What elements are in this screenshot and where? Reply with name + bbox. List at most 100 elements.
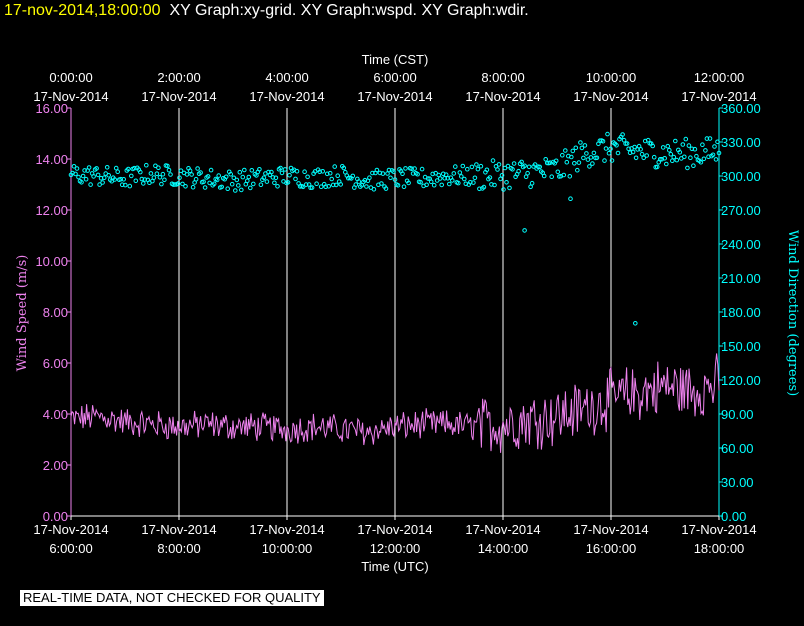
wind-direction-point — [585, 157, 591, 162]
wind-direction-point — [692, 146, 698, 152]
wind-direction-point — [670, 158, 675, 163]
wind-direction-point — [609, 158, 615, 163]
wind-direction-point — [225, 186, 230, 191]
wind-direction-point — [584, 151, 589, 156]
wind-direction-point — [568, 196, 573, 201]
wind-direction-point — [691, 163, 696, 168]
wind-direction-point — [403, 166, 408, 171]
wind-direction-point — [594, 155, 600, 161]
y-left-tick-label: 10.00 — [35, 254, 68, 269]
wind-direction-point — [189, 172, 194, 177]
wind-direction-point — [469, 164, 475, 170]
x-tick-top-time: 0:00:00 — [49, 70, 92, 85]
wind-direction-point — [665, 143, 671, 149]
x-tick-top-date: 17-Nov-2014 — [465, 89, 540, 104]
wind-direction-point — [528, 184, 533, 190]
wind-direction-point — [335, 173, 341, 178]
quality-notice: REAL-TIME DATA, NOT CHECKED FOR QUALITY — [20, 590, 324, 606]
wind-direction-point — [362, 177, 368, 183]
wind-direction-point — [180, 181, 185, 187]
wind-direction-point — [633, 321, 638, 326]
wind-direction-point — [668, 151, 674, 157]
wind-direction-point — [487, 175, 493, 180]
wind-direction-point — [510, 167, 515, 172]
wind-direction-point — [608, 146, 613, 152]
wind-direction-point — [478, 163, 484, 169]
wind-direction-point — [353, 182, 359, 187]
wind-direction-point — [632, 144, 637, 150]
wind-direction-point — [138, 169, 143, 175]
x-tick-top-date: 17-Nov-2014 — [141, 89, 216, 104]
wind-direction-point — [341, 165, 347, 171]
x-tick-top-time: 10:00:00 — [586, 70, 637, 85]
wind-direction-point — [638, 147, 643, 152]
wind-direction-point — [410, 171, 416, 176]
y-left-tick-label: 0.00 — [43, 509, 68, 524]
wind-direction-point — [356, 179, 362, 184]
wind-direction-point — [700, 142, 705, 147]
y-left-tick-label: 6.00 — [43, 356, 68, 371]
wind-direction-point — [499, 173, 505, 178]
x-tick-bottom-date: 17-Nov-2014 — [465, 522, 540, 537]
wind-direction-point — [630, 149, 636, 155]
wind-direction-point — [97, 182, 102, 187]
wind-direction-point — [547, 160, 553, 165]
wind-direction-point — [160, 171, 166, 177]
wind-direction-point — [324, 171, 330, 177]
wind-direction-point — [216, 173, 221, 178]
wind-direction-point — [121, 177, 126, 182]
wind-direction-point — [657, 157, 663, 162]
wind-direction-point — [677, 150, 683, 155]
y-left-tick-label: 8.00 — [43, 305, 68, 320]
y-axis-left-label: Wind Speed (m/s) — [15, 255, 30, 372]
wind-direction-point — [80, 173, 86, 179]
wind-direction-point — [606, 150, 612, 156]
grid — [178, 108, 612, 516]
wind-direction-point — [644, 153, 650, 158]
wind-direction-point — [314, 181, 319, 186]
wind-speed-line — [70, 353, 720, 453]
wind-direction-point — [234, 177, 240, 183]
y-right-tick-label: 150.00 — [721, 339, 761, 354]
y-left-tick-label: 12.00 — [35, 203, 68, 218]
y-right-tick-label: 0.00 — [721, 509, 746, 524]
wind-direction-point — [474, 162, 479, 167]
wind-direction-point — [587, 164, 592, 169]
wind-direction-point — [561, 172, 567, 178]
wind-direction-point — [379, 181, 384, 186]
wind-direction-point — [333, 182, 339, 188]
wind-direction-point — [591, 150, 597, 156]
wind-direction-point — [456, 180, 461, 186]
wind-direction-point — [581, 155, 586, 161]
wind-direction-point — [605, 131, 610, 137]
wind-direction-point — [106, 173, 111, 178]
wind-direction-point — [415, 171, 420, 177]
wind-direction-point — [302, 169, 307, 174]
y-left-tick-label: 4.00 — [43, 407, 68, 422]
y-right-tick-label: 90.00 — [721, 407, 754, 422]
x-tick-bottom-time: 12:00:00 — [370, 541, 421, 556]
x-tick-bottom-date: 17-Nov-2014 — [249, 522, 324, 537]
wind-direction-point — [401, 184, 407, 189]
wind-direction-point — [472, 175, 478, 181]
wind-direction-point — [701, 156, 707, 162]
wind-direction-point — [162, 177, 167, 183]
wind-direction-point — [237, 169, 243, 175]
wind-direction-point — [650, 143, 656, 149]
wind-direction-point — [332, 164, 338, 169]
wind-direction-point — [409, 166, 414, 171]
x-tick-top-date: 17-Nov-2014 — [249, 89, 324, 104]
wind-direction-point — [526, 164, 532, 170]
wind-direction-point — [94, 166, 99, 171]
wind-direction-point — [76, 174, 81, 180]
wind-direction-point — [193, 176, 199, 182]
wind-direction-point — [113, 165, 119, 171]
wind-direction-point — [392, 177, 398, 182]
wind-direction-point — [519, 159, 524, 165]
wind-direction-point — [214, 177, 220, 183]
wind-direction-point — [187, 168, 193, 173]
wind-direction-point — [553, 158, 559, 164]
wind-direction-point — [428, 179, 434, 185]
wind-direction-point — [320, 169, 326, 174]
wind-direction-point — [123, 182, 128, 188]
